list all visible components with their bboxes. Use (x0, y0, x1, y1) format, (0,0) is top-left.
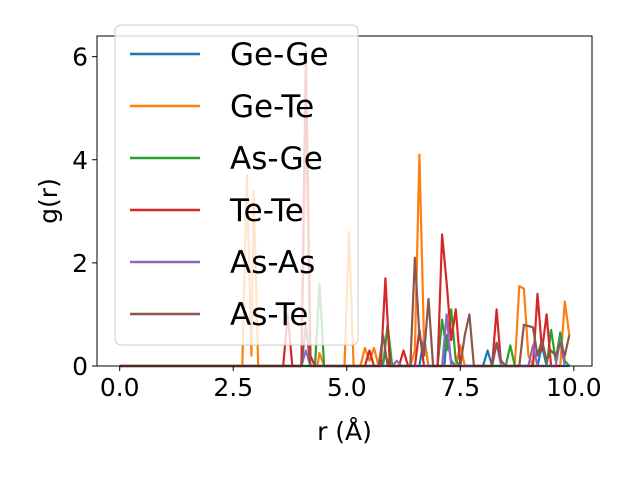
x-tick-label: 0.0 (100, 373, 140, 402)
y-tick-label: 6 (72, 43, 88, 72)
x-axis-label: r (Å) (317, 417, 372, 446)
legend-label: Ge-Ge (230, 37, 329, 73)
y-axis-ticks: 0 2 4 6 (72, 43, 97, 381)
x-tick-label: 5.0 (327, 373, 367, 402)
legend-label: As-Te (230, 297, 308, 333)
legend-label: Te-Te (229, 193, 304, 229)
y-axis-label: g(r) (34, 178, 63, 224)
x-axis-ticks: 0.0 2.5 5.0 7.5 10.0 (100, 366, 602, 402)
legend: Ge-Ge Ge-Te As-Ge Te-Te As-As As-Te (114, 24, 359, 346)
legend-label: As-Ge (230, 141, 323, 177)
legend-label: As-As (230, 245, 315, 281)
y-tick-label: 0 (72, 352, 88, 381)
x-tick-label: 2.5 (213, 373, 253, 402)
x-tick-label: 10.0 (546, 373, 602, 402)
legend-label: Ge-Te (230, 89, 314, 125)
series-line-as-te (119, 256, 571, 368)
y-tick-label: 2 (72, 249, 88, 278)
y-tick-label: 4 (72, 146, 88, 175)
x-tick-label: 7.5 (440, 373, 480, 402)
